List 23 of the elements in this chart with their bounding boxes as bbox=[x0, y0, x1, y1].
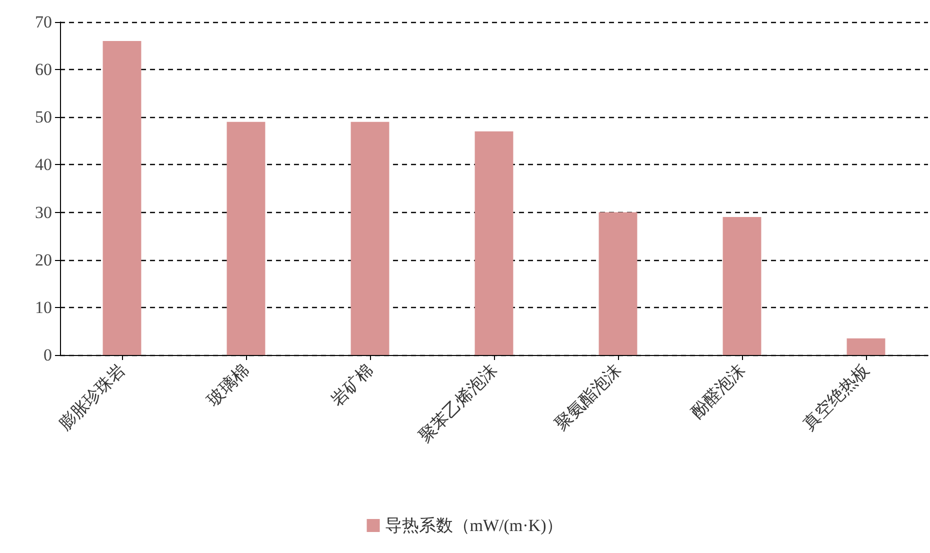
x-tick-label: 酚醛泡沫 bbox=[687, 360, 749, 422]
x-tick-label: 聚苯乙烯泡沫 bbox=[415, 360, 501, 446]
y-tick-label: 40 bbox=[35, 155, 52, 174]
bar bbox=[102, 41, 142, 355]
y-tick-label: 30 bbox=[35, 202, 52, 222]
y-tick-label: 0 bbox=[44, 346, 52, 364]
y-tick-label: 50 bbox=[35, 108, 52, 127]
y-tick-label: 60 bbox=[35, 60, 52, 80]
x-tick-label: 玻璃棉 bbox=[203, 360, 253, 410]
bar bbox=[226, 122, 266, 355]
bar bbox=[474, 131, 514, 355]
bar bbox=[350, 122, 390, 355]
y-tick-label: 70 bbox=[35, 12, 52, 32]
bar bbox=[598, 212, 638, 355]
x-tick-label: 岩矿棉 bbox=[327, 360, 377, 410]
y-tick-label: 20 bbox=[35, 250, 52, 270]
x-tick-label: 真空绝热板 bbox=[799, 360, 873, 434]
x-tick-label: 膨胀珍珠岩 bbox=[55, 360, 129, 434]
y-tick-label: 10 bbox=[35, 298, 52, 317]
bar bbox=[722, 217, 762, 355]
legend-label: 导热系数（mW/(m·K)） bbox=[384, 516, 564, 535]
bar bbox=[846, 338, 886, 355]
x-tick-label: 聚氨酯泡沫 bbox=[551, 360, 625, 434]
